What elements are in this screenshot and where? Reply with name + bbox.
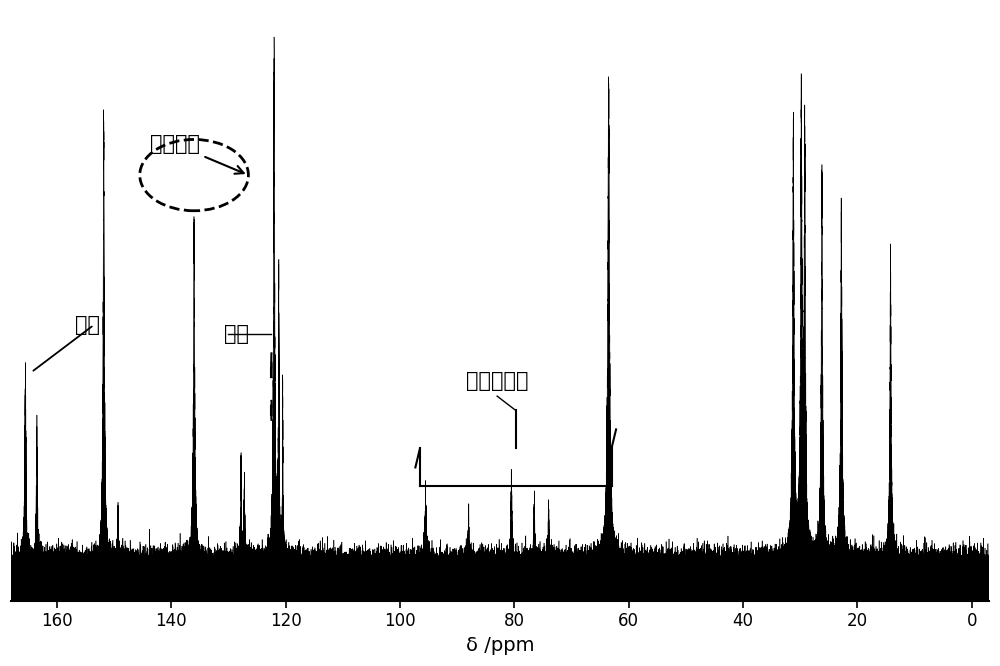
Text: 苯基: 苯基 [224, 324, 249, 344]
X-axis label: δ /ppm: δ /ppm [466, 636, 534, 655]
Text: 葡萄糖单元: 葡萄糖单元 [466, 372, 528, 392]
Text: 篮基: 篮基 [75, 315, 100, 335]
Text: 氯代吵啺: 氯代吵啺 [150, 135, 244, 174]
